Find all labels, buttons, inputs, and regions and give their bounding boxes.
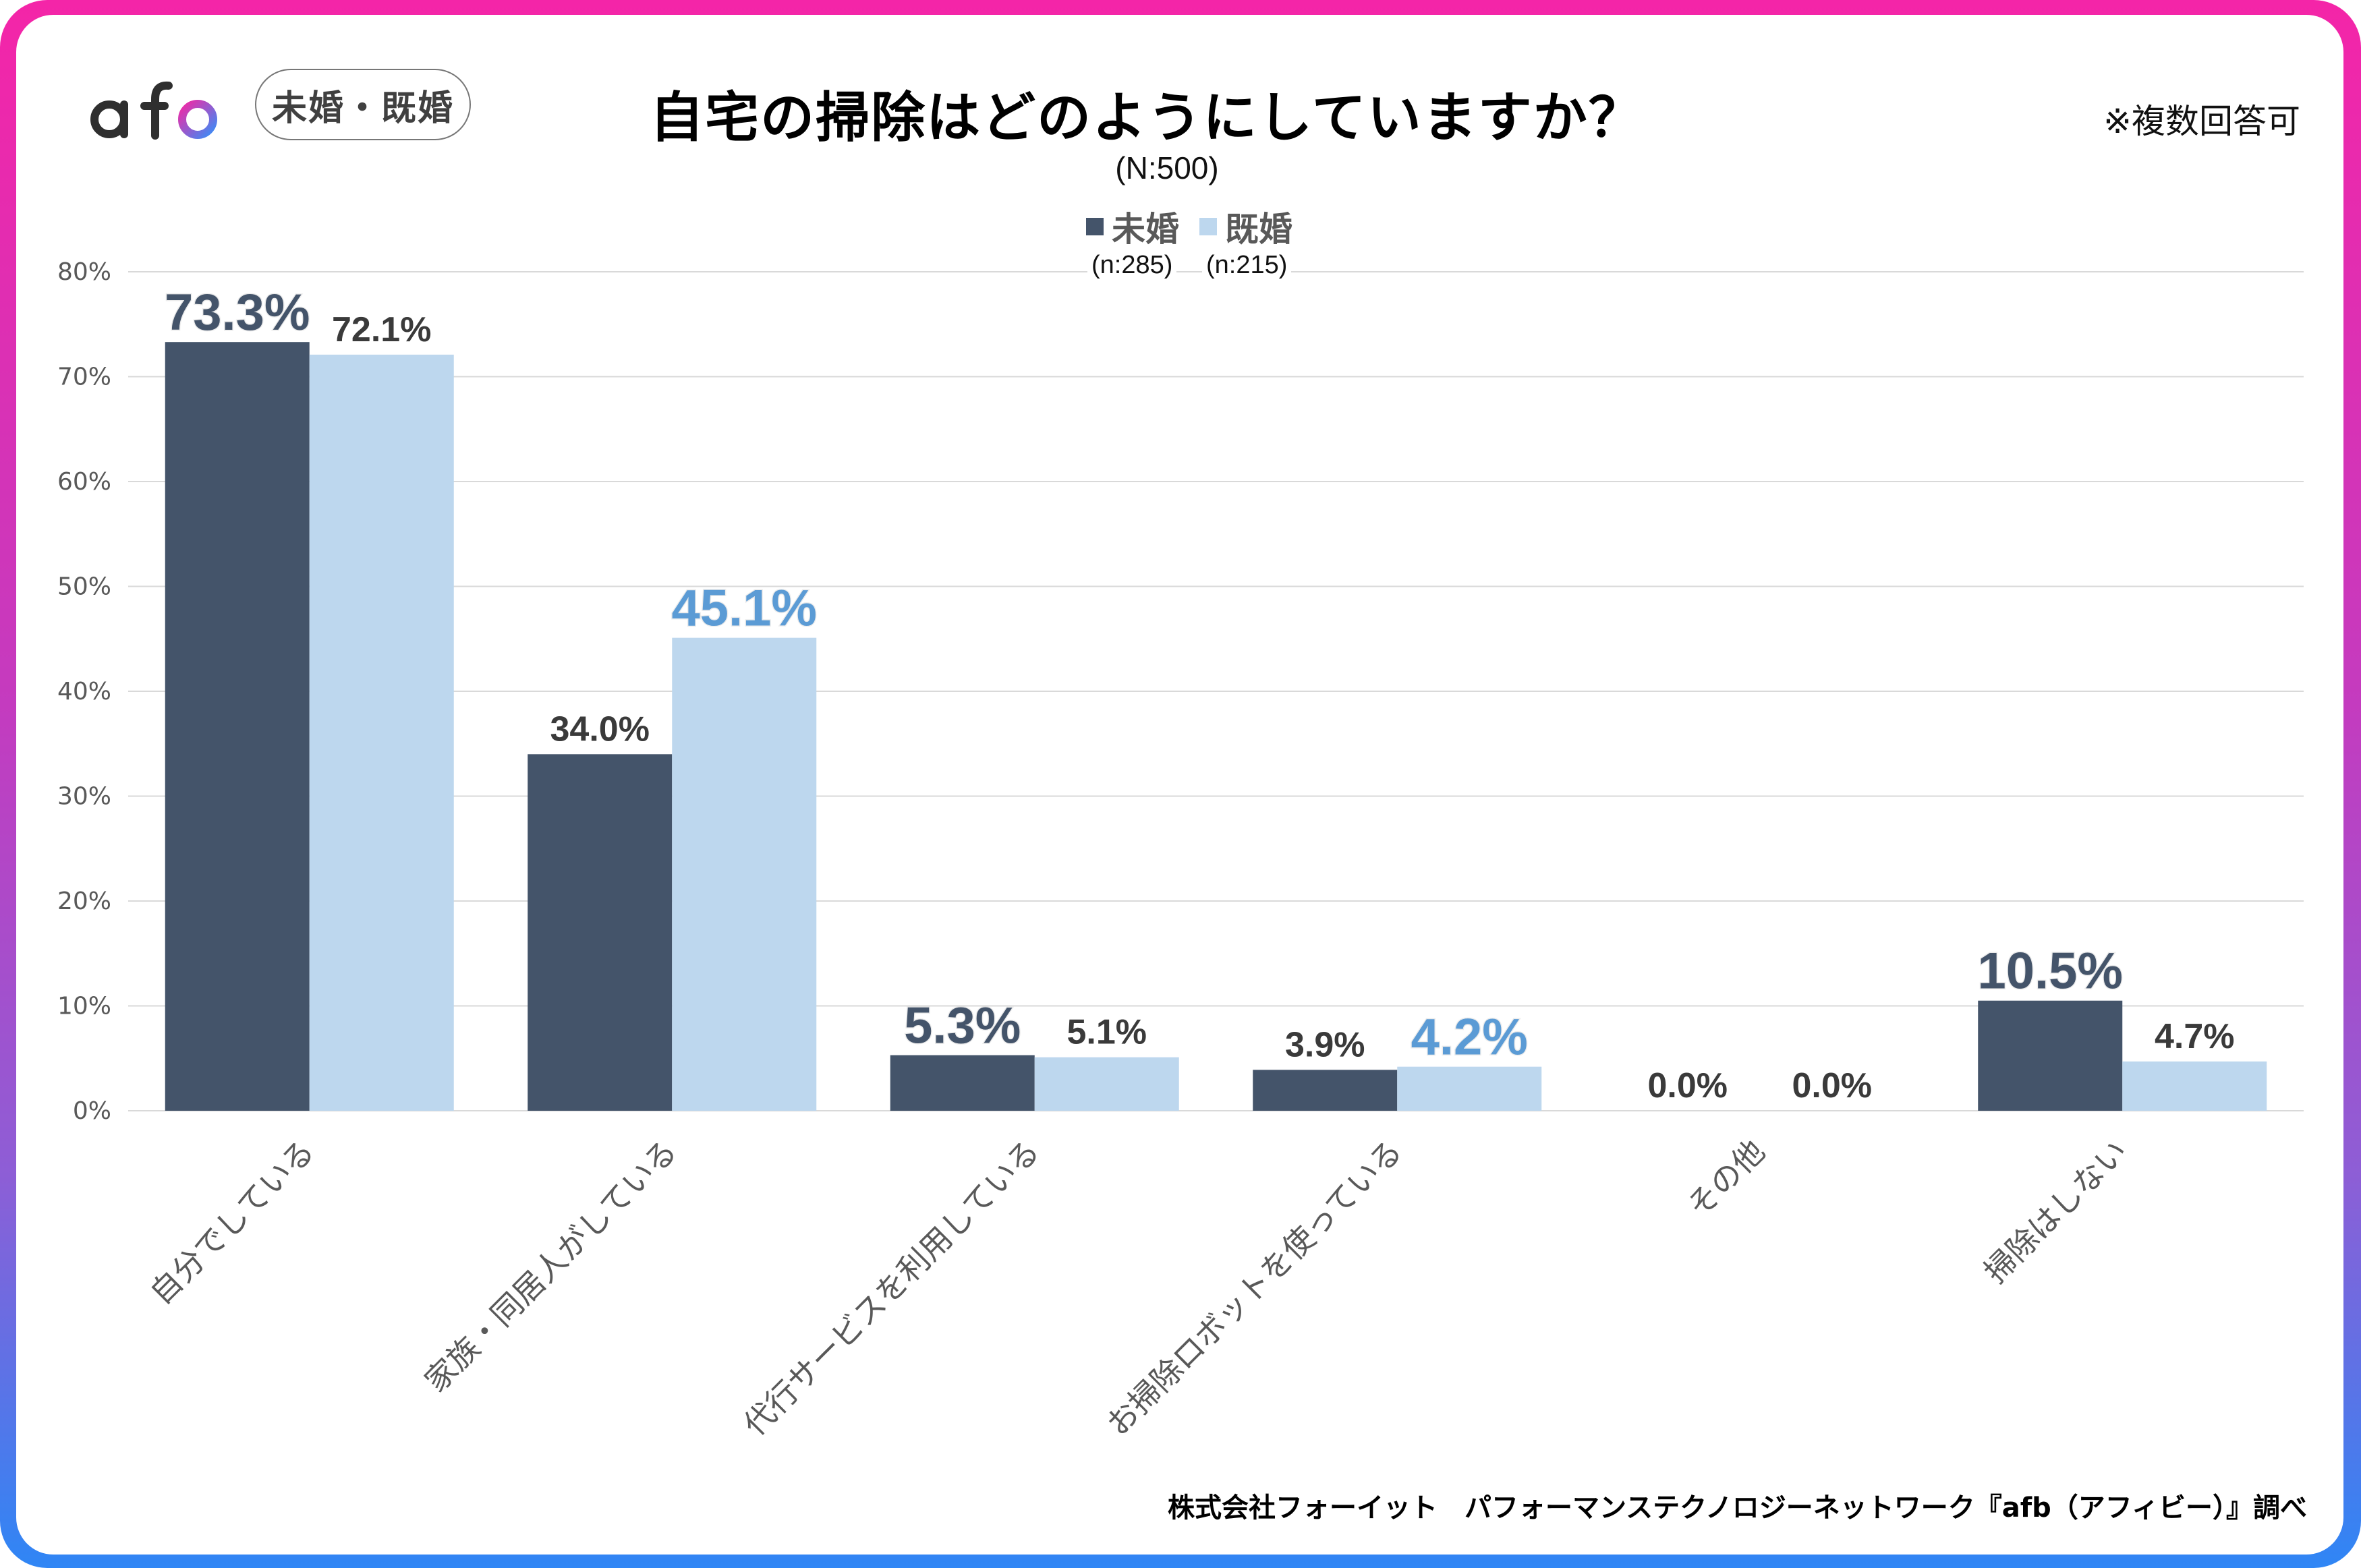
data-label: 4.7% <box>2155 1017 2235 1056</box>
bar-married <box>672 637 817 1111</box>
bars <box>165 342 2267 1111</box>
category-label: 自分でしている <box>143 1133 322 1312</box>
data-label: 5.1% <box>1066 1013 1147 1052</box>
bar-unmarried <box>165 342 310 1111</box>
legend-item-married: 既婚 <box>1199 202 1292 251</box>
legend-item-unmarried: 未婚 <box>1086 202 1179 251</box>
y-tick-label: 0% <box>73 1097 111 1125</box>
data-label: 45.1% <box>672 580 818 637</box>
data-label: 0.0% <box>1792 1066 1872 1105</box>
segment-badge: 未婚・既婚 <box>255 69 471 140</box>
data-label: 73.3% <box>165 284 310 341</box>
legend: 未婚 既婚 (n:285) (n:215) <box>1079 202 1309 290</box>
x-axis-categories: 自分でしている 家族・同居人がしている 代行サービスを利用している お掃除ロボットを使… <box>143 1133 2134 1443</box>
legend-n-unmarried: (n:285) <box>1087 251 1177 280</box>
data-label: 4.2% <box>1411 1009 1528 1066</box>
chart-title: 自宅の掃除はどのようにしていますか？ <box>650 86 1644 149</box>
category-label: 家族・同居人がしている <box>418 1133 684 1399</box>
legend-label-unmarried: 未婚 <box>1112 210 1179 249</box>
data-label: 34.0% <box>550 709 650 749</box>
category-label: 代行サービスを利用している <box>736 1133 1046 1443</box>
legend-label-married: 既婚 <box>1225 210 1292 249</box>
data-label: 5.3% <box>904 997 1021 1055</box>
y-axis-ticks: 0% 10% 20% 30% 40% 50% 60% 70% 80% <box>57 258 111 1125</box>
data-labels: 73.3% 72.1% 34.0% 45.1% 5.3% 5.1% 3.9% 4.2% 0.0%… <box>164 283 2235 1105</box>
category-label: その他 <box>1680 1133 1772 1225</box>
y-tick-label: 60% <box>57 468 111 496</box>
data-label: 72.1% <box>332 310 431 349</box>
chart-subtitle: (N:500) <box>1115 150 1219 185</box>
bar-unmarried <box>1253 1070 1398 1111</box>
data-label: 0.0% <box>1647 1066 1728 1105</box>
y-tick-label: 20% <box>57 888 111 915</box>
legend-swatch-light <box>1199 218 1217 235</box>
bar-unmarried <box>1978 1000 2123 1111</box>
afb-logo <box>90 74 217 140</box>
bar-married <box>1397 1066 1542 1111</box>
bar-married <box>309 354 454 1111</box>
y-tick-label: 50% <box>57 573 111 601</box>
data-label: 10.5% <box>1978 943 2124 1000</box>
y-tick-label: 30% <box>57 783 111 811</box>
multiple-answer-note: ※複数回答可 <box>2103 102 2300 141</box>
bar-married <box>2122 1061 2267 1111</box>
source-footer: 株式会社フォーイット パフォーマンステクノロジーネットワーク『afb（アフィビー… <box>1167 1492 2307 1523</box>
y-tick-label: 40% <box>57 678 111 705</box>
bar-unmarried <box>890 1055 1035 1111</box>
data-label: 3.9% <box>1285 1025 1365 1064</box>
category-label: お掃除ロボットを使っている <box>1100 1133 1409 1443</box>
y-tick-label: 80% <box>57 258 111 286</box>
legend-n-married: (n:215) <box>1202 251 1292 280</box>
y-tick-label: 70% <box>57 364 111 391</box>
legend-swatch-dark <box>1086 218 1104 235</box>
gridlines <box>128 271 2304 1111</box>
y-tick-label: 10% <box>57 993 111 1020</box>
category-label: 掃除はしない <box>1977 1133 2134 1290</box>
bar-unmarried <box>528 754 673 1111</box>
bar-married <box>1034 1057 1179 1111</box>
